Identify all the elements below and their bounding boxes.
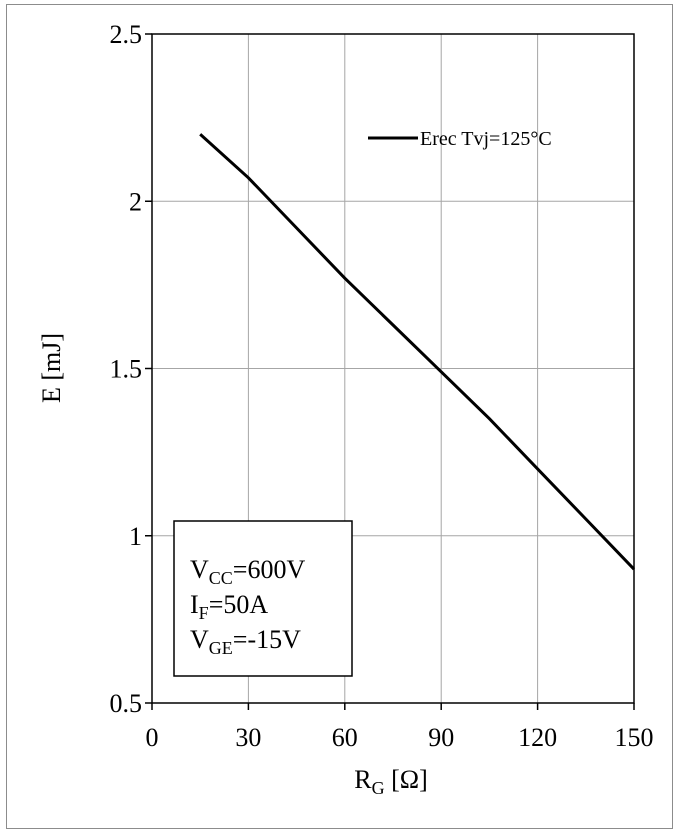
- condition-line: IF=50A: [190, 590, 268, 623]
- y-axis-ticks: 0.5 1 1.5 2 2.5: [110, 20, 152, 718]
- y-tick-label: 1.5: [110, 355, 143, 384]
- x-axis-label: RG [Ω]: [354, 765, 427, 798]
- x-axis-label-unit: [Ω]: [385, 765, 428, 794]
- condition-line: VGE=-15V: [190, 625, 301, 658]
- chart-frame: [6, 4, 673, 829]
- series-line: [199, 133, 636, 571]
- legend: Erec Tvj=125°C: [368, 128, 552, 150]
- x-tick-label: 150: [615, 723, 654, 752]
- y-tick-label: 0.5: [110, 689, 143, 718]
- y-tick-label: 2: [129, 187, 142, 216]
- x-tick-label: 120: [518, 723, 557, 752]
- condition-line: VCC=600V: [190, 555, 305, 588]
- x-axis-label-main: R: [354, 765, 372, 794]
- conditions-border: [173, 520, 353, 677]
- x-tick-label: 0: [146, 723, 159, 752]
- y-axis-label: E [mJ]: [37, 333, 66, 403]
- x-axis-label-sub: G: [372, 778, 385, 798]
- series-layer: [199, 133, 636, 571]
- x-tick-label: 60: [332, 723, 358, 752]
- x-tick-label: 90: [428, 723, 454, 752]
- y-tick-label: 2.5: [110, 20, 143, 49]
- y-tick-label: 1: [129, 522, 142, 551]
- legend-label: Erec Tvj=125°C: [420, 128, 552, 150]
- x-axis-ticks: 0 30 60 90 120 150: [146, 703, 654, 752]
- x-tick-label: 30: [235, 723, 261, 752]
